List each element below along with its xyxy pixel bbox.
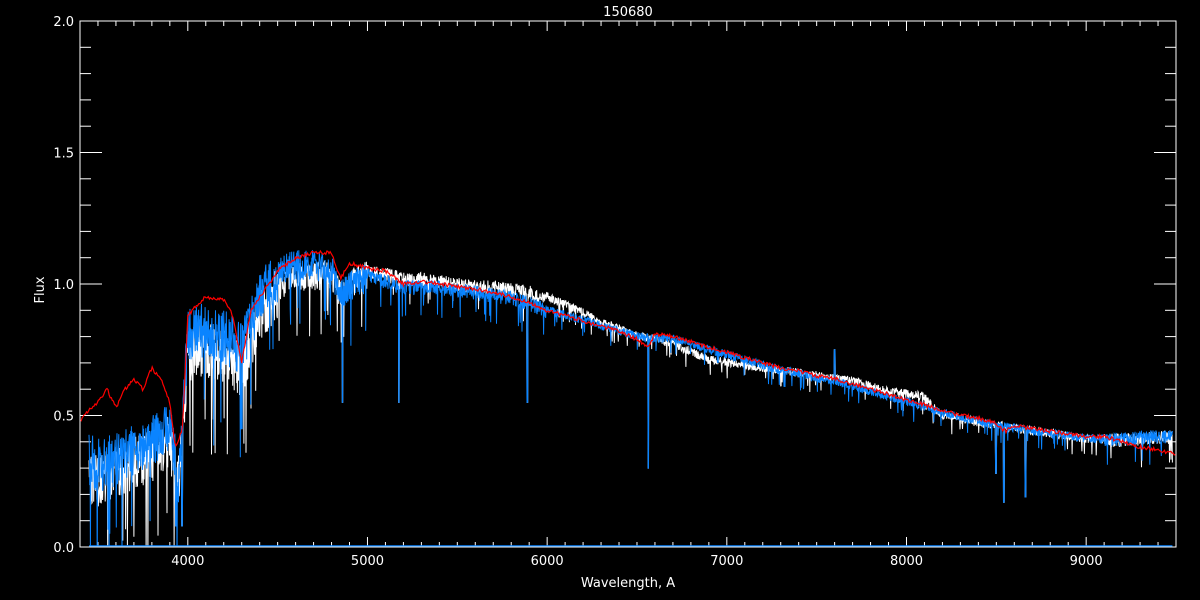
y-tick-label: 1.5 — [53, 147, 74, 162]
x-tick-label: 5000 — [351, 554, 384, 569]
y-tick-label: 0.5 — [53, 410, 74, 425]
x-axis-label: Wavelength, A — [581, 576, 675, 591]
x-tick-label: 8000 — [890, 554, 923, 569]
x-tick-label: 7000 — [710, 554, 743, 569]
y-tick-label: 0.0 — [53, 541, 74, 556]
y-tick-label: 1.0 — [53, 278, 74, 293]
y-axis-label: Flux — [33, 276, 48, 303]
plot-frame — [79, 20, 1177, 548]
x-tick-label: 9000 — [1070, 554, 1103, 569]
y-tick-label: 2.0 — [53, 15, 74, 30]
chart-title: 150680 — [603, 5, 653, 20]
x-tick-label: 4000 — [171, 554, 204, 569]
model-spectrum-red — [80, 249, 1176, 456]
x-tick-label: 6000 — [531, 554, 564, 569]
observed-spectrum-blue — [88, 250, 1173, 547]
